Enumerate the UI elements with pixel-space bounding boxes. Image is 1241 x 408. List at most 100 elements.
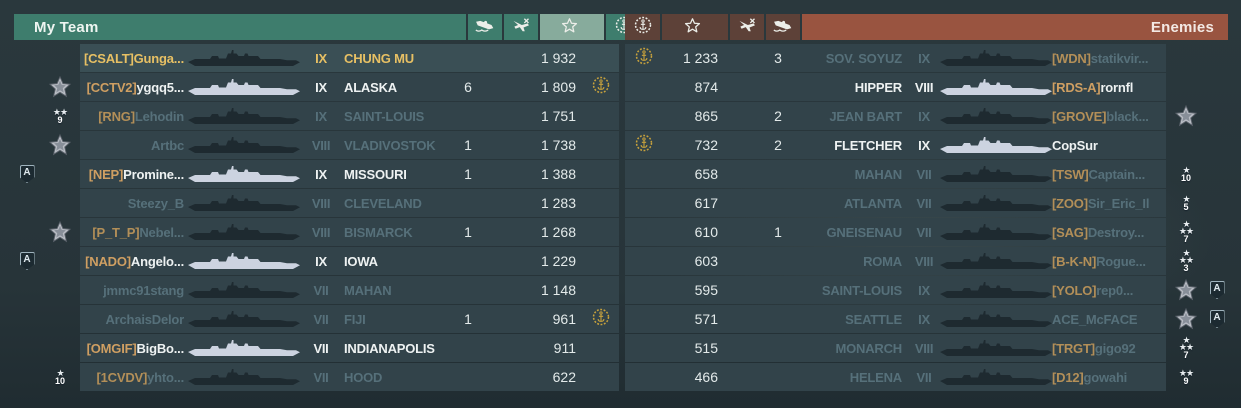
my-team-player-row[interactable]: Artbc VIII VLADIVOSTOK 1 1 738 [14, 131, 619, 159]
ship-silhouette [184, 77, 304, 97]
enemy-player-row[interactable]: 658 MAHAN VII [TSW] Captain... ★ 10 [625, 160, 1228, 188]
player-name-cell: Artbc [80, 138, 184, 153]
player-name: rornfl [1100, 79, 1134, 95]
ship-silhouette [184, 309, 304, 329]
aircraft-destroyed-column-header [730, 14, 764, 40]
player-name: ACE_McFACE [1052, 311, 1138, 327]
medal-cell: ★ 5 [1166, 194, 1206, 211]
ship-name: INDIANAPOLIS [344, 340, 435, 356]
player-name: Promine... [123, 166, 184, 182]
ships-destroyed-value: 6 [464, 79, 472, 95]
ship-silhouette [940, 338, 1052, 358]
player-name-cell: [YOLO] rep0... [1052, 283, 1166, 298]
score-value: 1 268 [540, 224, 576, 240]
score-value: 603 [694, 253, 718, 269]
enemy-player-row[interactable]: 732 2 FLETCHER IX CopSur [625, 131, 1228, 159]
player-name-cell: Steezy_B [80, 196, 184, 211]
my-team-player-row[interactable]: Steezy_B VIII CLEVELAND 1 283 [14, 189, 619, 217]
enemy-player-row[interactable]: 874 HIPPER VIII [RDS-A] rornfl [625, 73, 1228, 101]
player-name: ArchaisDelor [105, 311, 184, 327]
clan-tag: [TRGT] [1052, 340, 1095, 356]
division-cell: A [14, 252, 40, 270]
my-team-player-row[interactable]: [CSALT] Gunga... IX CHUNG MU 1 932 [14, 44, 619, 72]
ships-destroyed-value: 3 [774, 50, 782, 66]
enemy-player-row[interactable]: 610 1 GNEISENAU VII [SAG] Destroy... ★ ★★ 7 [625, 218, 1228, 246]
division-badge: A [19, 252, 35, 270]
ship-name: SEATTLE [845, 311, 902, 327]
ship-name: IOWA [344, 253, 378, 269]
score-value: 466 [694, 369, 718, 385]
clan-tag: [TSW] [1052, 166, 1089, 182]
clan-tag: [SAG] [1052, 224, 1088, 240]
ship-tier: VII [916, 224, 932, 240]
medal-cell: ★ ★★ 7 [1166, 336, 1206, 360]
my-team-player-row[interactable]: A [NEP] Promine... IX MISSOURI 1 1 388 [14, 160, 619, 188]
ship-tier: IX [918, 108, 930, 124]
my-team-player-row[interactable]: ★★ 9 [RNG] Lehodin IX SAINT-LOUIS 1 751 [14, 102, 619, 130]
score-value: 865 [694, 108, 718, 124]
medal-star-icon [49, 76, 71, 98]
ship-name: MAHAN [344, 282, 392, 298]
ship-silhouette [940, 309, 1052, 329]
medal-star-icon [1175, 105, 1197, 127]
player-name: Artbc [151, 137, 184, 153]
ship-name: ATLANTA [843, 195, 902, 211]
my-team-player-row[interactable]: [P_T_P] Nebel... VIII BISMARCK 1 1 268 [14, 218, 619, 246]
ship-tier: IX [918, 50, 930, 66]
my-team-player-row[interactable]: [OMGIF] BigBo... VII INDIANAPOLIS 911 [14, 334, 619, 362]
player-name: Destroy... [1087, 224, 1145, 240]
score-value: 1 932 [540, 50, 576, 66]
score-value: 622 [552, 369, 576, 385]
achievement-anchor-wreath-icon [635, 47, 653, 70]
score-value: 617 [694, 195, 718, 211]
medal-star-icon [1175, 279, 1197, 301]
ship-silhouette [940, 367, 1052, 387]
clan-tag: [CCTV2] [86, 79, 137, 95]
enemy-player-row[interactable]: 515 MONARCH VIII [TRGT] gigo92 ★ ★★ 7 [625, 334, 1228, 362]
ship-silhouette [940, 280, 1052, 300]
achievement-cell [625, 134, 662, 157]
ship-silhouette [184, 135, 304, 155]
destroyed-plane-icon [511, 17, 531, 38]
enemy-player-row[interactable]: 571 SEATTLE IX ACE_McFACE A [625, 305, 1228, 333]
player-name-cell: [NEP] Promine... [80, 167, 184, 182]
achievement-anchor-wreath-icon [592, 308, 610, 331]
ships-destroyed-value: 1 [464, 137, 472, 153]
enemy-player-row[interactable]: 603 ROMA VIII [B-K-N] Rogue... ★ ★★ 3 [625, 247, 1228, 275]
ship-silhouette [184, 251, 304, 271]
my-team-player-row[interactable]: ArchaisDelor VII FIJI 1 961 [14, 305, 619, 333]
enemy-player-row[interactable]: 466 HELENA VII [D12] gowahi ★★ 9 [625, 363, 1228, 391]
ship-tier: IX [315, 253, 327, 269]
clan-tag: [CSALT] [83, 50, 134, 66]
my-team-player-row[interactable]: ★ 10 [1CVDV] yhto... VII HOOD 622 [14, 363, 619, 391]
ship-tier: VIII [914, 253, 934, 269]
my-team-player-row[interactable]: [CCTV2] ygqq5... IX ALASKA 6 1 809 [14, 73, 619, 101]
ship-tier: VIII [914, 340, 934, 356]
player-name: Steezy_B [127, 195, 184, 211]
division-badge: A [1209, 281, 1225, 299]
ship-name: MISSOURI [344, 166, 407, 182]
player-name-cell: ArchaisDelor [80, 312, 184, 327]
ship-name: CHUNG MU [344, 50, 414, 66]
ship-silhouette [940, 106, 1052, 126]
player-name-cell: [P_T_P] Nebel... [80, 225, 184, 240]
enemy-player-row[interactable]: 1 233 3 SOV. SOYUZ IX [WDN] statikvir... [625, 44, 1228, 72]
ships-destroyed-value: 1 [464, 224, 472, 240]
achievement-cell [582, 308, 619, 331]
my-team-player-row[interactable]: jmmc91stang VII MAHAN 1 148 [14, 276, 619, 304]
enemy-player-row[interactable]: 617 ATLANTA VII [ZOO] Sir_Eric_Il ★ 5 [625, 189, 1228, 217]
my-team-player-row[interactable]: A [NADO] Angelo... IX IOWA 1 229 [14, 247, 619, 275]
player-name: ygqq5... [136, 79, 184, 95]
enemy-player-row[interactable]: 595 SAINT-LOUIS IX [YOLO] rep0... A [625, 276, 1228, 304]
player-name: Rogue... [1096, 253, 1146, 269]
ship-silhouette [940, 164, 1052, 184]
medal-cell: ★ 10 [1166, 165, 1206, 182]
player-name-cell: jmmc91stang [80, 283, 184, 298]
score-value: 732 [694, 137, 718, 153]
ship-tier: VII [916, 195, 932, 211]
score-column-header [662, 14, 728, 40]
ship-tier: VIII [914, 79, 934, 95]
ships-destroyed-value: 1 [774, 224, 782, 240]
sinking-ship-icon [772, 17, 794, 38]
enemy-player-row[interactable]: 865 2 JEAN BART IX [GROVE] black... [625, 102, 1228, 130]
